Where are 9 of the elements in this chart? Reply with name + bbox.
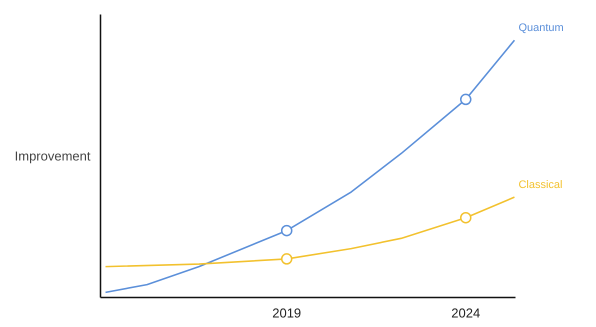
point: [460, 94, 472, 106]
y-axis-title: Improvement: [14, 148, 91, 164]
point: [460, 212, 472, 224]
x-tick-label: 2019: [272, 306, 302, 320]
point: [280, 253, 292, 265]
x-tick-label: 2024: [451, 306, 480, 320]
series-label: Classical: [518, 179, 562, 192]
point: [280, 224, 292, 236]
series-label: Quantum: [518, 22, 564, 34]
